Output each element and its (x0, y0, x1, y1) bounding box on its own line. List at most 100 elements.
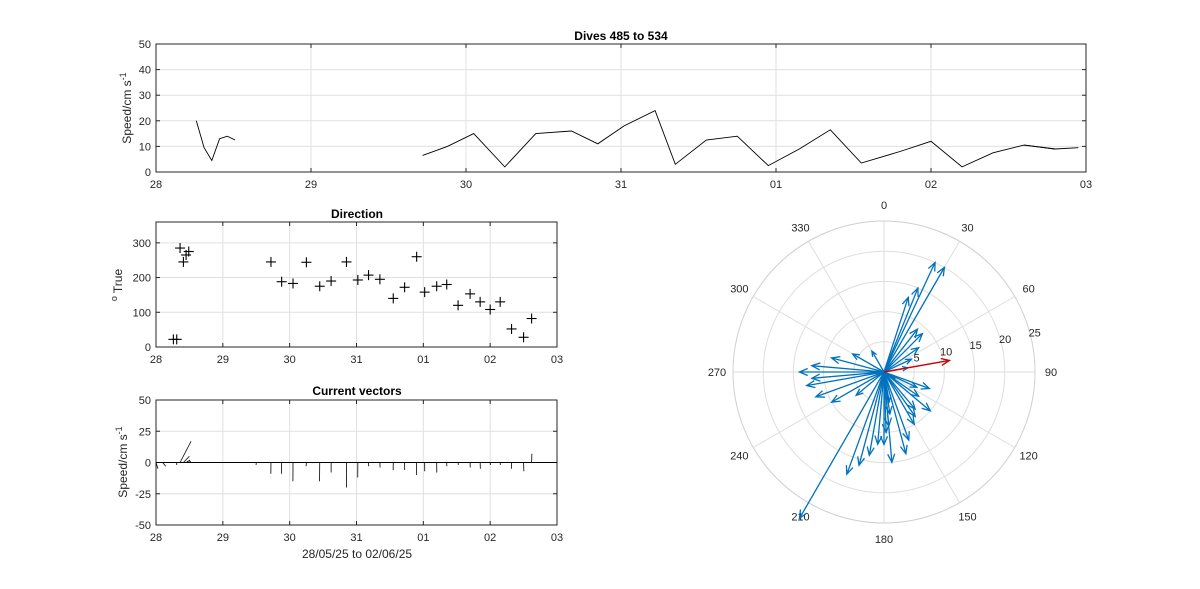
polar-vector-head (798, 509, 807, 520)
polar-spoke (883, 371, 1016, 448)
polar-vector-head (874, 435, 883, 446)
polar-vector-head (910, 346, 920, 355)
polar-vector-head (899, 444, 908, 456)
direction-point (518, 332, 529, 343)
polar-vector (883, 346, 920, 373)
speed-x-tick-label: 02 (925, 179, 937, 191)
vector-stick (183, 455, 190, 463)
polar-angle-label: 240 (730, 451, 748, 463)
vectors-x-tick-label: 28 (150, 532, 162, 544)
polar-vector-head (810, 373, 821, 382)
direction-chart-title: Direction (331, 207, 383, 221)
polar-mean-vector (883, 357, 952, 373)
polar-vector (851, 353, 885, 373)
polar-vector-shaft (883, 371, 931, 412)
polar-vector (866, 371, 885, 457)
direction-point (465, 288, 476, 299)
polar-vector-shaft (811, 365, 885, 373)
polar-angle-label: 270 (708, 367, 726, 379)
polar-vector (883, 265, 946, 373)
polar-vector-head (845, 465, 854, 476)
direction-point (374, 274, 385, 285)
polar-vector-head (921, 402, 932, 412)
polar-vector (883, 295, 910, 373)
polar-vector (883, 286, 919, 373)
polar-vector-head (909, 327, 919, 339)
direction-point (475, 296, 486, 307)
direction-x-tick-label: 29 (217, 354, 229, 366)
polar-vector-shaft (852, 353, 885, 373)
vectors-x-tick-label: 03 (551, 532, 563, 544)
direction-point (276, 276, 287, 287)
direction-y-tick-label: 100 (133, 307, 151, 319)
vectors-chart-title: Current vectors (312, 384, 402, 398)
direction-point (506, 323, 517, 334)
polar-vector-shaft (855, 371, 885, 396)
current-vectors-panel: Current vectors Speed/cm s-1 28/05/25 to… (114, 384, 563, 561)
vector-stick (179, 441, 192, 463)
direction-point (326, 276, 337, 287)
polar-vector-head (902, 431, 910, 442)
polar-vector-head (887, 453, 896, 464)
polar-vector (810, 371, 885, 382)
vector-stick (155, 462, 159, 469)
direction-point (183, 246, 194, 257)
polar-vector-head (797, 367, 808, 377)
polar-vector-shaft (831, 357, 885, 373)
speed-x-tick-label: 28 (150, 179, 162, 191)
vectors-x-tick-label: 30 (284, 532, 296, 544)
polar-vector-shaft (883, 371, 915, 425)
polar-vector (883, 371, 896, 464)
direction-point (171, 334, 182, 345)
polar-vector (845, 371, 885, 476)
polar-vector-head (829, 356, 841, 365)
polar-vector (883, 371, 920, 398)
speed-y-tick-label: 50 (139, 39, 151, 51)
polar-vector-shaft (883, 371, 907, 454)
polar-vector (883, 260, 936, 373)
polar-vector (883, 327, 919, 373)
vectors-y-tick-label: -50 (135, 520, 151, 532)
polar-vector (883, 371, 908, 456)
direction-point (265, 256, 276, 267)
polar-vector-shaft (798, 371, 885, 519)
direction-point (388, 293, 399, 304)
polar-vector-shaft (858, 371, 885, 466)
polar-radius-label: 20 (999, 334, 1011, 346)
direction-y-tick-label: 200 (133, 273, 151, 285)
polar-vector-shaft (883, 267, 945, 373)
polar-angle-label: 300 (730, 284, 748, 296)
polar-vector-head (810, 362, 821, 371)
vectors-y-axis-label: Speed/cm s-1 (114, 426, 130, 497)
polar-vector (883, 332, 924, 373)
direction-point (431, 281, 442, 292)
speed-series-line (422, 109, 1056, 168)
polar-vector-shaft (883, 262, 936, 373)
polar-angle-label: 120 (1019, 451, 1037, 463)
direction-point (411, 251, 422, 262)
polar-mean-vector-shaft (883, 359, 950, 373)
polar-vector (814, 371, 885, 398)
vector-stick (185, 459, 191, 463)
polar-vector (854, 371, 885, 397)
polar-vector-head (830, 394, 841, 404)
polar-vector-shaft (883, 371, 920, 397)
speed-chart-title: Dives 485 to 534 (574, 29, 668, 43)
direction-x-tick-label: 01 (417, 354, 429, 366)
polar-vector-shaft (883, 297, 909, 373)
polar-vector-head (879, 435, 889, 447)
direction-point (441, 279, 452, 290)
polar-vector-head (871, 349, 877, 357)
direction-point (341, 256, 352, 267)
speed-y-tick-label: 30 (139, 90, 151, 102)
vectors-y-tick-label: 25 (139, 426, 151, 438)
polar-vector-shaft (831, 371, 885, 403)
polar-vector-head (913, 332, 924, 343)
polar-vector-shaft (846, 371, 885, 475)
polar-vector (798, 371, 885, 520)
polar-vector-head (851, 353, 860, 361)
direction-point (314, 281, 325, 292)
direction-x-tick-label: 03 (551, 354, 563, 366)
direction-point (399, 282, 410, 293)
